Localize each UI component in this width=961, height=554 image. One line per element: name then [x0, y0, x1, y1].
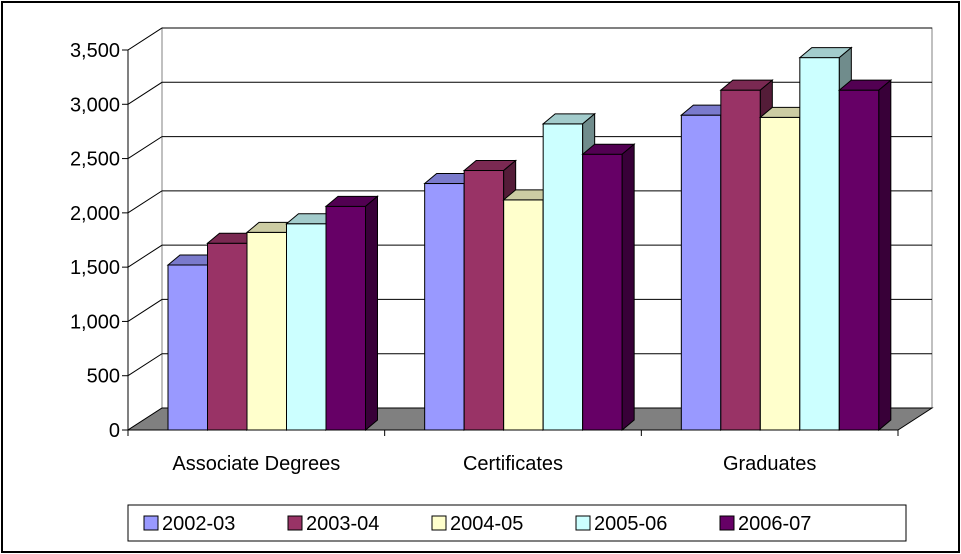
bar-front [799, 57, 840, 431]
legend-swatch [287, 515, 303, 531]
bar-front [720, 89, 761, 431]
gridline [127, 190, 932, 214]
bar-front [424, 183, 465, 431]
gridlines [127, 27, 932, 377]
bar-front [542, 123, 584, 431]
bar-front [207, 242, 248, 431]
bar-front [503, 199, 544, 431]
bar-front [463, 170, 505, 431]
legend-label: 2005-06 [594, 513, 667, 535]
y-tick-label: 2,000 [70, 203, 120, 225]
y-tick-label: 500 [87, 366, 120, 388]
legend-swatch [719, 515, 735, 531]
y-tick-labels: 0 500 1,000 1,500 2,000 2,500 3,000 3,500 [70, 40, 120, 442]
legend: 2002-03 2003-04 2004-05 2005-06 2006-07 [127, 504, 907, 542]
bar-front [759, 116, 801, 431]
gridline [127, 353, 932, 377]
bar-side [365, 195, 378, 432]
bar-front [167, 264, 208, 431]
bar [837, 79, 893, 432]
y-tick-label: 3,000 [70, 94, 120, 116]
bar-side [621, 143, 635, 432]
gridline [127, 298, 932, 322]
legend-label: 2006-07 [738, 513, 811, 535]
y-tick-label: 0 [109, 420, 120, 442]
legend-swatch [431, 515, 447, 531]
gridline [127, 136, 932, 159]
legend-label: 2003-04 [306, 513, 379, 535]
y-tick-label: 2,500 [70, 149, 120, 171]
bar-front [582, 153, 623, 431]
x-tick-labels: Associate Degrees Certificates Graduates [172, 453, 816, 475]
side-wall [127, 27, 163, 431]
gridline [127, 27, 932, 51]
gridline [127, 81, 932, 105]
bar [581, 143, 636, 432]
bar-side [878, 79, 892, 432]
x-tick-label: Certificates [463, 453, 563, 475]
bar-front [325, 205, 366, 431]
x-tick-label: Associate Degrees [172, 453, 340, 475]
bar-front [246, 231, 287, 431]
y-tick-label: 1,500 [70, 257, 120, 279]
gridline [127, 244, 932, 268]
bar-front [286, 223, 327, 431]
bar [324, 195, 379, 432]
legend-label: 2002-03 [162, 513, 235, 535]
bars [166, 46, 893, 432]
y-tick-label: 1,000 [70, 311, 120, 333]
bar-front [838, 89, 880, 431]
legend-swatch [575, 515, 591, 531]
x-tick-label: Graduates [723, 453, 816, 475]
legend-label: 2004-05 [450, 513, 523, 535]
legend-box [127, 504, 907, 542]
y-tick-label: 3,500 [70, 40, 120, 62]
legend-swatch [143, 515, 159, 531]
bar-front [680, 114, 722, 431]
